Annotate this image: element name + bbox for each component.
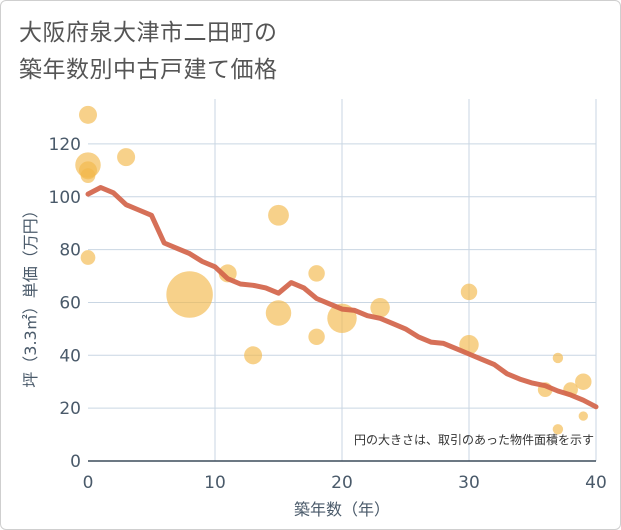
- y-tick-label-120: 120: [49, 135, 81, 155]
- chart-title-line-2: 築年数別中古戸建て価格: [19, 57, 278, 83]
- x-axis-label: 築年数（年）: [294, 500, 390, 519]
- bubble-series: [75, 105, 592, 435]
- bubble-point-9: [268, 204, 289, 226]
- bubble-point-10: [265, 300, 292, 326]
- bubble-point-8: [244, 346, 263, 365]
- bubble-point-6: [166, 271, 213, 318]
- y-tick-label-20: 20: [59, 399, 81, 419]
- y-tick-label-80: 80: [59, 241, 81, 261]
- y-tick-label-0: 0: [70, 452, 81, 472]
- bubble-point-4: [80, 250, 96, 265]
- y-tick-label-100: 100: [49, 188, 81, 208]
- trend-line: [85, 185, 599, 410]
- size-annotation: 円の大きさは、取引のあった物件面積を示す: [354, 432, 594, 447]
- axes: 0 10 20 30 40 0 20 40 60 80 100 120 築年数（年） 坪（3.3㎡）単価（…: [21, 135, 607, 519]
- bubble-point-12: [308, 328, 325, 346]
- x-tick-label-40: 40: [585, 473, 607, 493]
- x-tick-label-0: 0: [83, 473, 94, 493]
- x-tick-label-30: 30: [458, 473, 480, 493]
- bubble-point-18: [552, 352, 564, 364]
- bubble-point-15: [460, 283, 478, 301]
- bubble-point-3: [80, 168, 96, 183]
- x-tick-label-10: 10: [204, 473, 226, 493]
- bubble-point-21: [575, 373, 592, 390]
- bubble-point-14: [370, 298, 390, 318]
- y-tick-label-60: 60: [59, 293, 81, 313]
- y-tick-label-40: 40: [59, 346, 81, 366]
- chart-title-line-1: 大阪府泉大津市二田町の: [19, 20, 278, 46]
- y-axis-label: 坪（3.3㎡）単価（万円）: [21, 202, 40, 387]
- chart-title: 大阪府泉大津市二田町の 築年数別中古戸建て価格: [19, 15, 278, 89]
- x-tick-label-20: 20: [331, 473, 353, 493]
- bubble-point-5: [117, 148, 136, 167]
- bubble-point-11: [308, 265, 325, 282]
- bubble-point-22: [578, 411, 588, 421]
- grid-lines: [88, 99, 597, 461]
- bubble-point-0: [78, 105, 98, 124]
- bubble-point-19: [552, 424, 564, 435]
